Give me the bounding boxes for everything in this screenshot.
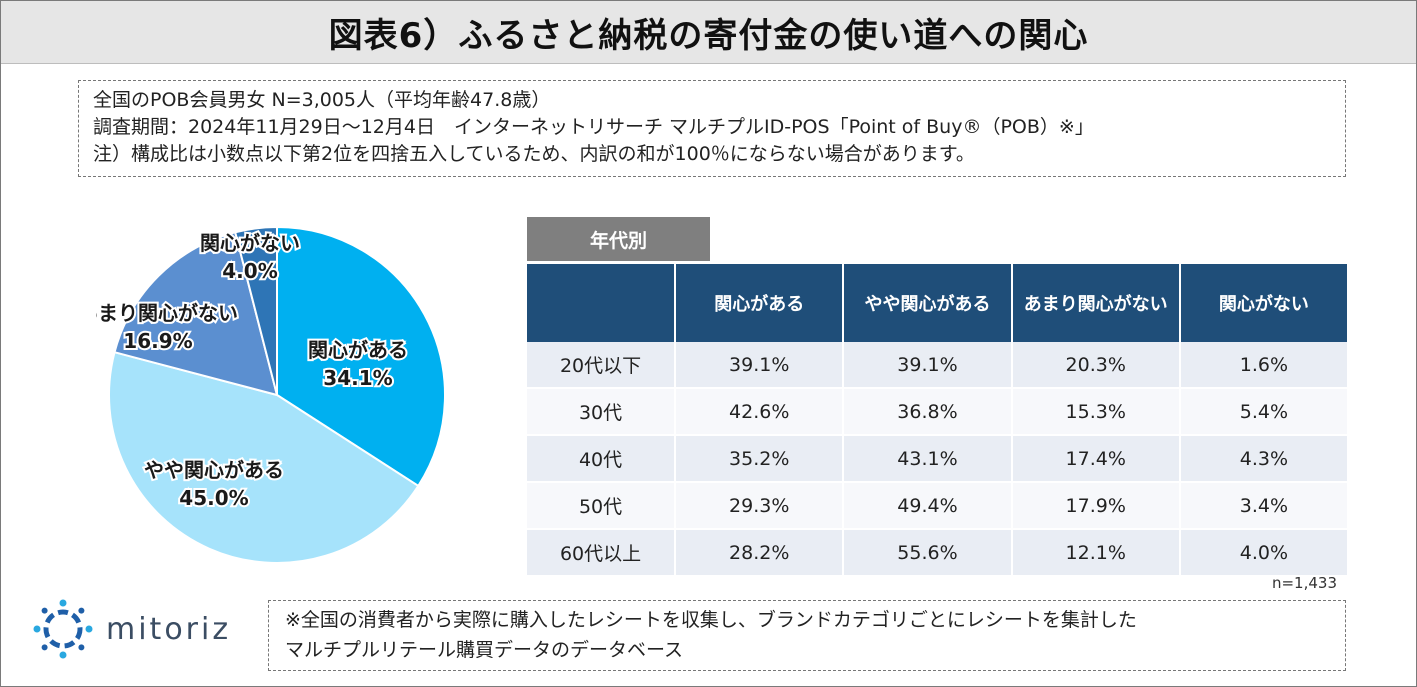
table-header-cell: 関心がない — [1179, 264, 1347, 342]
table-cell: 17.9% — [1011, 482, 1181, 530]
table-cell: 40代 — [527, 435, 677, 483]
table-cell: 49.4% — [843, 482, 1013, 530]
table-header-cell: あまり関心がない — [1011, 264, 1181, 342]
pie-value-label: 45.0% — [179, 486, 248, 510]
table-tab-label: 年代別 — [527, 217, 710, 261]
table-cell: 36.8% — [843, 388, 1013, 436]
sample-size-label: n=1,433 — [1271, 574, 1337, 592]
table-cell: 20代以下 — [527, 342, 677, 389]
footnote-line: ※全国の消費者から実際に購入したレシートを収集し、ブランドカテゴリごとにレシート… — [285, 609, 1137, 631]
table-header-row: 関心がある やや関心がある あまり関心がない 関心がない — [527, 264, 1347, 342]
table-header-cell: やや関心がある — [843, 264, 1013, 342]
table-cell: 15.3% — [1011, 388, 1181, 436]
pie-value-label: 34.1% — [323, 366, 392, 390]
footnote-line: マルチプルリテール購買データのデータベース — [285, 639, 684, 661]
table-cell: 5.4% — [1179, 388, 1347, 436]
table-cell: 43.1% — [843, 435, 1013, 483]
table-row: 60代以上 28.2% 55.6% 12.1% 4.0% — [527, 529, 1347, 577]
table-cell: 50代 — [527, 482, 677, 530]
table-cell: 17.4% — [1011, 435, 1181, 483]
survey-note-line: 全国のPOB会員男女 N=3,005人（平均年齢47.8歳） — [93, 89, 551, 111]
pie-chart-container: 関心がある 34.1% やや関心がある 45.0% あまり関心がない 16.9% 関心がない… — [76, 212, 446, 582]
pie-category-label: やや関心がある — [144, 458, 284, 482]
survey-note-box: 全国のPOB会員男女 N=3,005人（平均年齢47.8歳） 調査期間：2024… — [78, 80, 1346, 177]
pie-category-label: あまり関心がない — [96, 301, 238, 325]
table-header-cell — [527, 264, 677, 342]
table-header-cell: 関心がある — [675, 264, 845, 342]
chart-title: 図表6）ふるさと納税の寄付金の使い道への関心 — [328, 15, 1089, 56]
table-cell: 1.6% — [1179, 342, 1347, 389]
table-row: 50代 29.3% 49.4% 17.9% 3.4% — [527, 482, 1347, 530]
age-table: 関心がある やや関心がある あまり関心がない 関心がない 20代以下 39.1%… — [527, 264, 1347, 577]
table-cell: 4.3% — [1179, 435, 1347, 483]
survey-note-line: 注）構成比は小数点以下第2位を四捨五入しているため、内訳の和が100％にならない… — [93, 143, 975, 165]
footnote-box: ※全国の消費者から実際に購入したレシートを収集し、ブランドカテゴリごとにレシート… — [268, 600, 1346, 671]
table-cell: 3.4% — [1179, 482, 1347, 530]
pie-slice — [108, 350, 420, 564]
table-row: 40代 35.2% 43.1% 17.4% 4.3% — [527, 435, 1347, 483]
table-cell: 4.0% — [1179, 529, 1347, 577]
table-cell: 20.3% — [1011, 342, 1181, 389]
pie-slice — [113, 231, 279, 397]
logo-mark-icon — [33, 599, 93, 659]
logo-text: mitoriz — [106, 611, 232, 647]
table-cell: 30代 — [527, 388, 677, 436]
table-cell: 60代以上 — [527, 529, 677, 577]
pie-category-label: 関心がある — [308, 338, 408, 362]
survey-note-line: 調査期間：2024年11月29日～12月4日 インターネットリサーチ マルチプル… — [93, 116, 1094, 138]
table-cell: 39.1% — [843, 342, 1013, 389]
table-cell: 29.3% — [675, 482, 845, 530]
table-cell: 28.2% — [675, 529, 845, 577]
pie-value-label: 16.9% — [123, 329, 192, 353]
pie-slice — [234, 225, 278, 396]
table-row: 30代 42.6% 36.8% 15.3% 5.4% — [527, 388, 1347, 436]
table-cell: 35.2% — [675, 435, 845, 483]
pie-chart: 関心がある 34.1% やや関心がある 45.0% あまり関心がない 16.9% 関心がない… — [76, 225, 446, 564]
pie-value-label: 4.0% — [222, 259, 277, 283]
table-row: 20代以下 39.1% 39.1% 20.3% 1.6% — [527, 342, 1347, 389]
mitoriz-logo: mitoriz — [32, 598, 252, 660]
table-cell: 39.1% — [675, 342, 845, 389]
table-cell: 55.6% — [843, 529, 1013, 577]
pie-category-label: 関心がない — [200, 231, 300, 255]
table-cell: 42.6% — [675, 388, 845, 436]
title-bar: 図表6）ふるさと納税の寄付金の使い道への関心 — [1, 1, 1416, 64]
table-cell: 12.1% — [1011, 529, 1181, 577]
